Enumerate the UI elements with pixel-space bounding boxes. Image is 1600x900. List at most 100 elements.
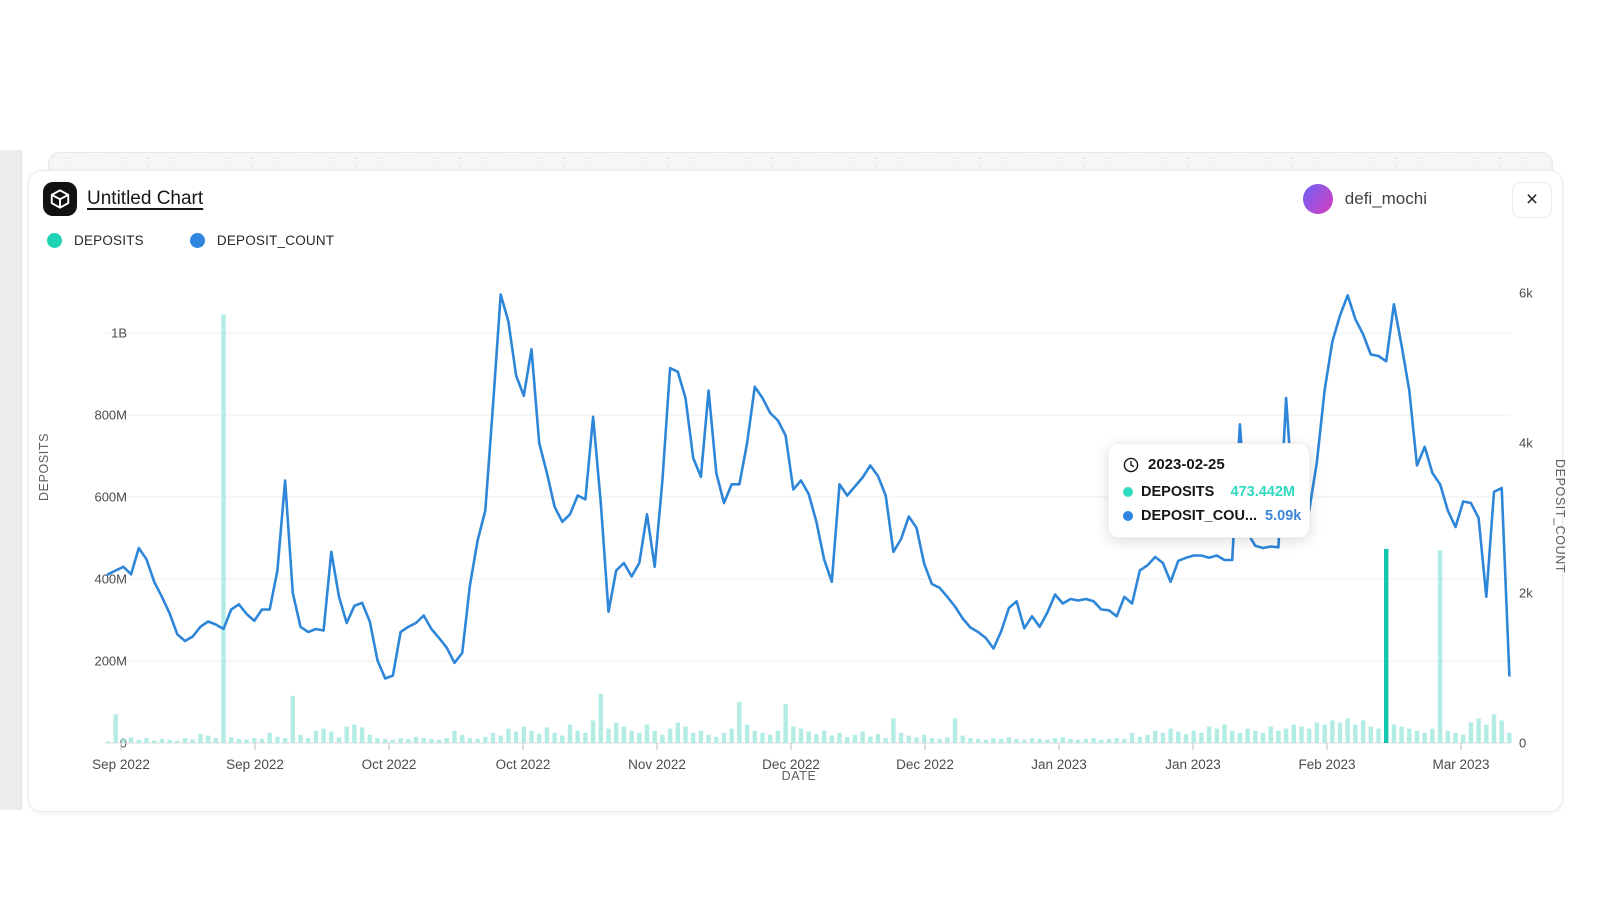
bar[interactable] <box>467 738 473 743</box>
bar[interactable] <box>313 730 319 743</box>
bar[interactable] <box>383 738 388 743</box>
bar[interactable] <box>683 726 688 743</box>
bar[interactable] <box>1291 724 1296 743</box>
bar[interactable] <box>1083 738 1089 743</box>
bar[interactable] <box>329 731 334 744</box>
bar[interactable] <box>406 738 411 743</box>
bar[interactable] <box>768 734 773 743</box>
bar[interactable] <box>221 314 226 743</box>
bar[interactable] <box>1237 732 1243 744</box>
bar[interactable] <box>860 731 865 744</box>
bar[interactable] <box>398 738 403 743</box>
bar[interactable] <box>198 734 203 743</box>
bar[interactable] <box>1176 731 1181 744</box>
bar[interactable] <box>1430 728 1435 743</box>
bar[interactable] <box>606 728 611 743</box>
bar[interactable] <box>714 736 719 743</box>
bar[interactable] <box>252 738 257 743</box>
bar[interactable] <box>883 738 888 743</box>
bar[interactable] <box>344 726 349 743</box>
bar[interactable] <box>1122 738 1127 743</box>
bar[interactable] <box>1484 724 1489 743</box>
bar[interactable] <box>121 738 126 743</box>
bar[interactable] <box>1399 726 1404 743</box>
bar[interactable] <box>775 730 781 743</box>
bar[interactable] <box>960 735 965 743</box>
bar[interactable] <box>229 737 234 743</box>
bar[interactable] <box>1360 720 1366 743</box>
bar[interactable] <box>1060 737 1065 743</box>
bar[interactable] <box>937 738 942 743</box>
bar[interactable] <box>1391 724 1397 743</box>
bar[interactable] <box>182 738 188 743</box>
bar[interactable] <box>675 722 680 744</box>
bar[interactable] <box>644 724 650 743</box>
bar[interactable] <box>390 739 396 743</box>
bar[interactable] <box>1076 739 1081 743</box>
bar[interactable] <box>436 739 442 743</box>
bar[interactable] <box>567 724 573 743</box>
bar[interactable] <box>1476 718 1481 743</box>
bar[interactable] <box>1353 724 1358 743</box>
bar[interactable] <box>1453 732 1458 744</box>
bar[interactable] <box>498 735 503 743</box>
bar[interactable] <box>544 727 550 743</box>
bar[interactable] <box>1330 720 1335 743</box>
bar[interactable] <box>421 738 426 743</box>
chart-title[interactable]: Untitled Chart <box>87 188 204 209</box>
bar[interactable] <box>560 735 565 743</box>
bar[interactable] <box>875 734 881 743</box>
bar[interactable] <box>1230 730 1235 743</box>
bar[interactable] <box>429 738 434 743</box>
bar[interactable] <box>945 737 950 743</box>
bar[interactable] <box>1214 728 1219 743</box>
bar[interactable] <box>1160 732 1166 744</box>
bar[interactable] <box>667 728 673 743</box>
bar[interactable] <box>1191 730 1196 743</box>
bar[interactable] <box>513 731 519 744</box>
bar[interactable] <box>1283 728 1289 743</box>
bar[interactable] <box>521 726 526 743</box>
bar[interactable] <box>798 728 804 743</box>
bar[interactable] <box>475 738 480 743</box>
bar[interactable] <box>506 728 511 743</box>
bar[interactable] <box>783 704 788 743</box>
legend-item-deposit-count[interactable]: DEPOSIT_COUNT <box>189 233 334 248</box>
bar[interactable] <box>1407 728 1412 743</box>
bar[interactable] <box>537 734 542 743</box>
bar[interactable] <box>136 739 141 743</box>
bar[interactable] <box>105 741 111 743</box>
bar[interactable] <box>213 738 218 743</box>
bar[interactable] <box>144 738 149 743</box>
bar[interactable] <box>906 735 911 743</box>
bar[interactable] <box>575 730 580 743</box>
bar[interactable] <box>1491 714 1497 743</box>
bar[interactable] <box>267 732 272 744</box>
bar[interactable] <box>1253 730 1258 743</box>
bar-highlighted[interactable] <box>1384 548 1389 743</box>
bar[interactable] <box>1037 738 1042 743</box>
bar[interactable] <box>298 734 303 743</box>
bar[interactable] <box>159 738 165 743</box>
bar[interactable] <box>706 734 711 743</box>
close-button[interactable]: × <box>1512 182 1552 218</box>
bar[interactable] <box>306 738 311 743</box>
bar[interactable] <box>259 738 265 743</box>
bar[interactable] <box>483 736 488 743</box>
bar[interactable] <box>1368 726 1373 743</box>
bar[interactable] <box>1168 728 1173 743</box>
bar[interactable] <box>845 736 850 743</box>
bar[interactable] <box>806 731 811 744</box>
bar[interactable] <box>1068 738 1073 743</box>
bar[interactable] <box>583 732 588 744</box>
bar[interactable] <box>821 730 827 743</box>
bar[interactable] <box>444 738 449 743</box>
bar[interactable] <box>852 734 858 743</box>
bar[interactable] <box>375 738 380 743</box>
bar[interactable] <box>837 732 842 744</box>
bar[interactable] <box>1052 738 1058 743</box>
bar[interactable] <box>1022 739 1027 743</box>
bar[interactable] <box>1422 732 1427 744</box>
